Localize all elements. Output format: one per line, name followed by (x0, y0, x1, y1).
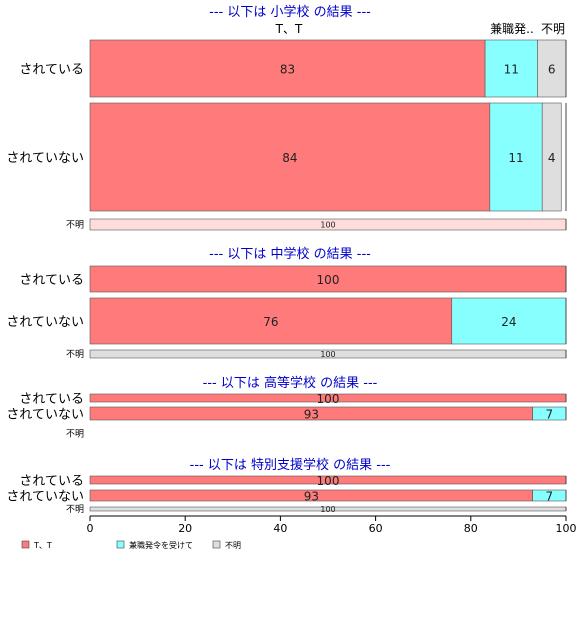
row-label: 不明 (66, 429, 84, 440)
x-tick-label: 100 (556, 522, 577, 535)
data-label: 7 (546, 490, 554, 504)
row-label: されている (19, 392, 84, 407)
data-label: 100 (317, 392, 340, 406)
data-label: 7 (546, 408, 554, 422)
legend-label: 不明 (225, 541, 241, 550)
panel-title: --- 以下は 特別支援学校 の結果 --- (190, 457, 391, 473)
row-label: されていない (6, 151, 84, 166)
data-label: 24 (501, 315, 516, 329)
bar-segment (541, 102, 562, 212)
row-label: 不明 (66, 504, 84, 515)
row-label: されていない (6, 408, 84, 423)
data-label: 100 (320, 221, 335, 230)
data-label: 100 (317, 273, 340, 287)
row-label: されていない (6, 315, 84, 330)
legend-swatch (21, 540, 30, 549)
legend-label: 兼職発令を受けて (129, 540, 193, 550)
legend-swatch (212, 540, 221, 549)
data-label: 84 (282, 151, 297, 165)
row-label: されていない (6, 490, 84, 505)
legend-swatch (116, 540, 125, 549)
bar-segment (89, 39, 486, 98)
row-label: 不明 (66, 349, 84, 360)
data-label: 100 (317, 474, 340, 488)
data-label: 4 (548, 151, 556, 165)
legend-label: T、T (33, 541, 52, 550)
column-header-label: 兼職発.. (490, 22, 534, 36)
bar-segment (89, 265, 567, 293)
x-tick-label: 80 (464, 522, 478, 535)
bar-segment (537, 39, 567, 98)
row-label: されている (19, 474, 84, 489)
x-tick-label: 0 (87, 522, 94, 535)
panel-title: --- 以下は 中学校 の結果 --- (209, 246, 371, 262)
data-label: 83 (280, 63, 295, 77)
x-tick-label: 60 (369, 522, 383, 535)
data-label: 76 (263, 315, 278, 329)
panel-title: --- 以下は 高等学校 の結果 --- (203, 375, 378, 391)
data-label: 11 (504, 63, 519, 77)
row-label: されている (19, 273, 84, 288)
data-label: 100 (320, 350, 335, 359)
row-label: 不明 (66, 220, 84, 231)
data-label: 100 (320, 505, 335, 514)
column-header-label: T、T (275, 22, 303, 36)
bar-segment (89, 102, 491, 212)
data-label: 11 (508, 151, 523, 165)
bar-segment (89, 297, 453, 345)
data-label: 93 (304, 408, 319, 422)
bar-segment (451, 297, 567, 345)
x-tick-label: 20 (178, 522, 192, 535)
data-label: 93 (304, 490, 319, 504)
column-header-label: 不明 (541, 22, 565, 36)
x-tick-label: 40 (273, 522, 287, 535)
bar-segment (484, 39, 538, 98)
data-label: 6 (548, 63, 556, 77)
row-label: されている (19, 63, 84, 78)
panel-title: --- 以下は 小学校 の結果 --- (209, 4, 371, 20)
